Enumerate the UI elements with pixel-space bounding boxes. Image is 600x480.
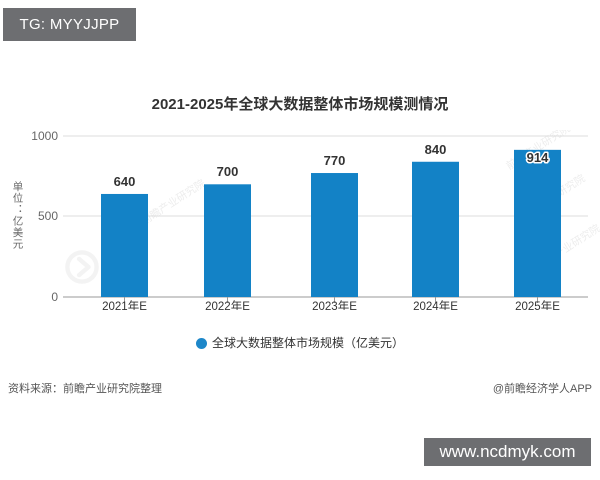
svg-text:770: 770 [324, 153, 346, 168]
svg-text:前瞻产业研究院: 前瞻产业研究院 [139, 176, 208, 227]
svg-text:2022年E: 2022年E [205, 299, 250, 310]
svg-text:2021年E: 2021年E [102, 299, 147, 310]
svg-text:1000: 1000 [31, 130, 58, 143]
svg-text:0: 0 [51, 290, 58, 304]
svg-text:2023年E: 2023年E [312, 299, 357, 310]
svg-text:2024年E: 2024年E [413, 299, 458, 310]
svg-text:640: 640 [114, 174, 136, 189]
svg-text:840: 840 [425, 142, 447, 157]
svg-text:500: 500 [38, 209, 58, 223]
svg-text:914: 914 [527, 150, 549, 165]
svg-text:2025年E: 2025年E [515, 299, 560, 310]
svg-text:700: 700 [217, 164, 239, 179]
